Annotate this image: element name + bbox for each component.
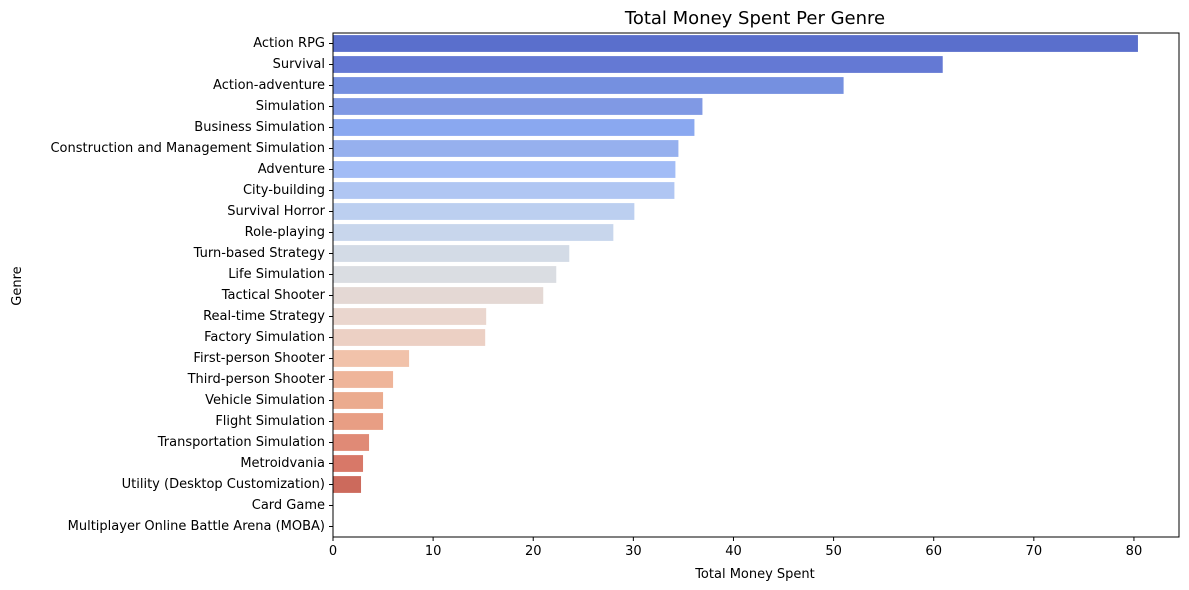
y-axis-label: Genre — [10, 266, 25, 305]
x-tick-label: 10 — [425, 544, 442, 559]
y-tick-label: Metroidvania — [240, 456, 325, 471]
bars-group — [333, 35, 1138, 493]
x-axis-label: Total Money Spent — [694, 567, 815, 582]
y-tick-label: Utility (Desktop Customization) — [122, 477, 325, 492]
y-tick-label: Tactical Shooter — [221, 288, 326, 303]
x-tick-label: 70 — [1026, 544, 1043, 559]
x-tick-label: 20 — [525, 544, 542, 559]
bar — [333, 413, 384, 430]
y-tick-label: Adventure — [258, 162, 325, 177]
y-tick-label: Transportation Simulation — [157, 435, 325, 450]
bar — [333, 455, 364, 472]
bar — [333, 476, 362, 493]
y-tick-label: First-person Shooter — [193, 351, 325, 366]
bar — [333, 77, 844, 94]
x-tick-label: 30 — [625, 544, 642, 559]
y-tick-label: City-building — [243, 183, 325, 198]
bar — [333, 245, 570, 262]
y-tick-label: Vehicle Simulation — [205, 393, 325, 408]
x-tick-label: 40 — [725, 544, 742, 559]
bar — [333, 434, 370, 451]
bar — [333, 266, 557, 283]
chart-title: Total Money Spent Per Genre — [624, 8, 885, 29]
bar — [333, 224, 614, 241]
y-tick-label: Real-time Strategy — [203, 309, 325, 324]
y-tick-label: Flight Simulation — [215, 414, 325, 429]
bar — [333, 287, 544, 304]
bar — [333, 392, 384, 409]
y-tick-label: Action RPG — [253, 36, 325, 51]
y-tick-label: Multiplayer Online Battle Arena (MOBA) — [68, 519, 325, 534]
x-tick-label: 0 — [329, 544, 337, 559]
x-tick-label: 50 — [825, 544, 842, 559]
bar — [333, 140, 679, 157]
x-tick-label: 60 — [925, 544, 942, 559]
y-tick-label: Survival — [273, 57, 325, 72]
y-tick-label: Life Simulation — [228, 267, 325, 282]
x-tick-label: 80 — [1126, 544, 1143, 559]
bar — [333, 329, 486, 346]
plot-frame — [332, 32, 1180, 538]
bar — [333, 35, 1138, 52]
bar — [333, 56, 943, 73]
bar — [333, 98, 703, 115]
bar — [333, 371, 394, 388]
bar — [333, 203, 635, 220]
x-ticks-group: 0 10 20 30 40 50 60 70 80 — [329, 537, 1142, 559]
bar — [333, 119, 695, 136]
y-tick-label: Turn-based Strategy — [193, 246, 326, 261]
y-tick-label: Action-adventure — [213, 78, 325, 93]
y-tick-label: Survival Horror — [227, 204, 325, 219]
y-tick-label: Card Game — [252, 498, 325, 513]
y-tick-label: Business Simulation — [194, 120, 325, 135]
bar — [333, 161, 676, 178]
y-tick-label: Simulation — [256, 99, 325, 114]
y-tick-label: Third-person Shooter — [187, 372, 326, 387]
y-tick-label: Factory Simulation — [204, 330, 325, 345]
y-tick-label: Role-playing — [245, 225, 325, 240]
bar — [333, 182, 675, 199]
y-tick-label: Construction and Management Simulation — [50, 141, 325, 156]
bar — [333, 350, 410, 367]
y-ticks-group: Action RPG Survival Action-adventure Simula… — [50, 36, 333, 534]
bar — [333, 308, 487, 325]
